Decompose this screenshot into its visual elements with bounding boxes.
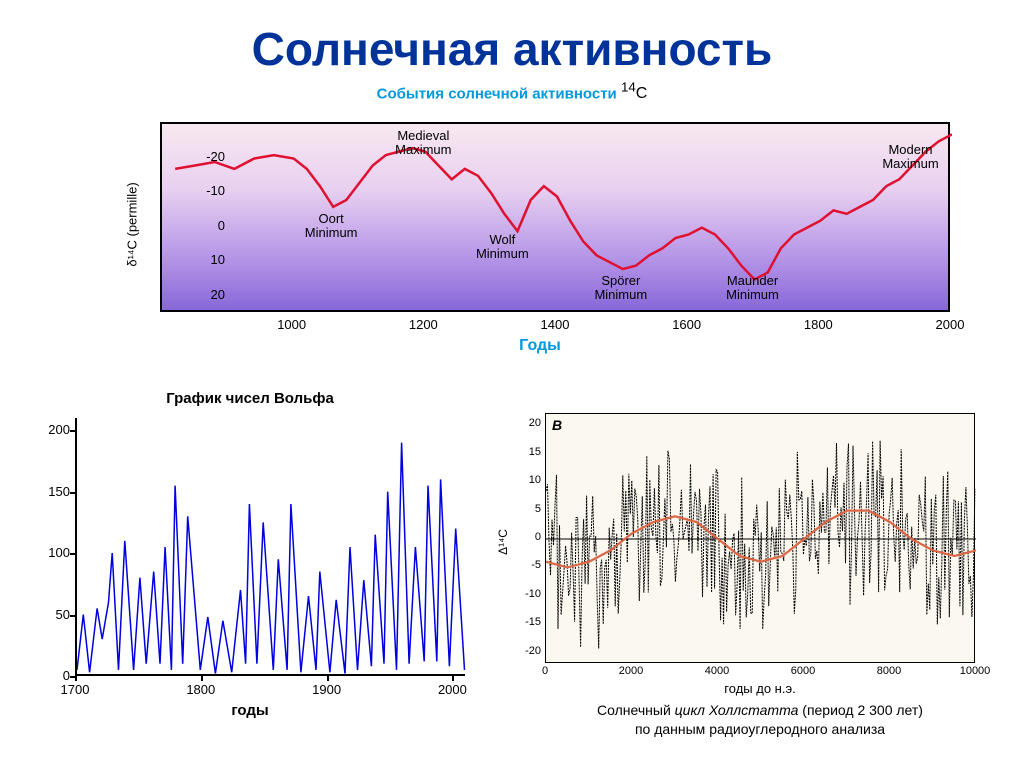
chart1-annotation: MedievalMaximum [383,129,463,158]
chart1-ytick: 20 [185,287,225,302]
wolf-xtick: 1900 [302,682,352,697]
hall-xlabel: годы до н.э. [545,681,975,696]
wolf-xlabel: годы [20,702,480,719]
subtitle: События солнечной активности 14С [0,80,1024,103]
hall-ytick: -15 [511,616,541,628]
chart1-ytick: 0 [185,218,225,233]
chart1-ylabel: δ¹⁴C (permille) [125,182,140,266]
hall-xtick: 0 [525,665,565,677]
hall-caption: Солнечный цикл Холлстатта (период 2 300 … [545,701,975,739]
hall-panel-label: B [552,417,562,433]
wolf-title: График чисел Вольфа [20,390,480,411]
chart1-xlabel: Годы [110,337,970,355]
wolf-xtick: 2000 [427,682,477,697]
chart1-ytick: -10 [185,183,225,198]
chart1-ytick: 10 [185,252,225,267]
chart1-xtick: 1400 [530,317,580,332]
hall-ytick: 15 [511,446,541,458]
chart1-annotation: WolfMinimum [462,233,542,262]
hall-xtick: 10000 [955,665,995,677]
hall-ytick: 10 [511,474,541,486]
wolf-ytick: 0 [30,668,70,683]
chart1-xtick: 1000 [267,317,317,332]
hall-xtick: 2000 [611,665,651,677]
hall-ytick: -5 [511,559,541,571]
hall-xtick: 8000 [869,665,909,677]
c14-label: 14С [621,85,647,102]
hall-ylabel: Δ¹⁴C [496,529,510,555]
hall-line-svg [546,414,976,664]
hall-ytick: -20 [511,645,541,657]
hall-xtick: 4000 [697,665,737,677]
wolf-ytick: 150 [30,484,70,499]
hall-ytick: -10 [511,588,541,600]
wolf-ytick: 50 [30,607,70,622]
chart1-annotation: ModernMaximum [871,143,951,172]
main-title: Солнечная активность [0,0,1024,80]
wolf-ytick: 200 [30,422,70,437]
hall-ytick: 0 [511,531,541,543]
chart1-ytick: -20 [185,149,225,164]
hall-ytick: 5 [511,503,541,515]
wolf-ytick: 100 [30,545,70,560]
chart1-plot-area [160,122,950,312]
chart1-annotation: OortMinimum [291,212,371,241]
chart1-xtick: 1800 [793,317,843,332]
chart1-line-svg [162,124,952,314]
subtitle-text: События солнечной активности [377,85,617,102]
wolf-plot-area [75,418,465,676]
wolf-xtick: 1800 [176,682,226,697]
wolf-xtick: 1700 [50,682,100,697]
hallstatt-chart: B Δ¹⁴C годы до н.э. Солнечный цикл Холлс… [505,405,995,745]
wolf-line-svg [77,418,467,676]
hall-ytick: 20 [511,417,541,429]
chart1-annotation: MaunderMinimum [713,274,793,303]
solar-events-chart: δ¹⁴C (permille) -20 -10 0 10 20 1000 1200 1400… [110,122,970,352]
chart1-xtick: 1200 [398,317,448,332]
wolf-numbers-chart: График чисел Вольфа годы 0 50 100 150 200 170… [20,390,480,720]
chart1-xtick: 1600 [662,317,712,332]
chart1-annotation: SpörerMinimum [581,274,661,303]
hall-xtick: 6000 [783,665,823,677]
chart1-xtick: 2000 [925,317,975,332]
hall-plot-area: B [545,413,975,663]
